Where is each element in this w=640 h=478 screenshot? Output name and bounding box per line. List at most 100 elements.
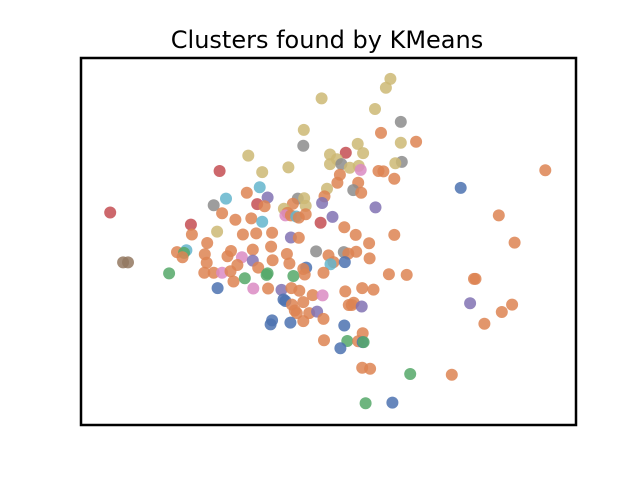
scatter-point: [351, 137, 364, 150]
scatter-point: [216, 207, 229, 220]
scatter-point: [343, 161, 356, 174]
scatter-point: [334, 342, 347, 355]
scatter-point: [225, 245, 237, 257]
scatter-point: [318, 334, 330, 347]
scatter-point: [349, 228, 362, 241]
scatter-point: [211, 225, 224, 238]
scatter-point: [310, 245, 323, 258]
scatter-point: [539, 164, 552, 177]
scatter-point: [258, 200, 271, 213]
scatter-point: [207, 266, 220, 279]
scatter-point: [338, 221, 351, 234]
scatter-point: [297, 296, 310, 309]
scatter-point: [345, 299, 358, 311]
scatter-point: [388, 228, 401, 241]
scatter-point: [357, 336, 370, 349]
scatter-point: [282, 161, 295, 174]
scatter-point: [324, 158, 336, 171]
scatter-point: [338, 319, 351, 332]
scatter-point: [207, 199, 220, 212]
scatter-point: [242, 149, 255, 162]
scatter-point: [292, 231, 305, 244]
scatter-point: [410, 135, 423, 148]
scatter-point: [355, 300, 368, 313]
scatter-point: [286, 197, 299, 210]
scatter-point: [363, 237, 376, 250]
scatter-point: [266, 254, 279, 267]
scatter-point: [359, 397, 372, 410]
scatter-point: [280, 248, 293, 260]
scatter-point: [246, 243, 259, 256]
scatter-point: [492, 209, 505, 222]
scatter-point: [198, 266, 211, 279]
scatter-point: [331, 176, 344, 189]
scatter-point: [394, 115, 407, 128]
scatter-point: [211, 282, 224, 295]
scatter-point: [297, 315, 310, 328]
scatter-point: [508, 236, 521, 249]
scatter-point: [350, 245, 363, 258]
scatter-point: [379, 81, 392, 94]
scatter-point: [213, 165, 226, 177]
scatter-point: [386, 396, 399, 409]
scatter-point: [363, 252, 376, 265]
scatter-point: [339, 146, 352, 159]
scatter-point: [388, 172, 401, 185]
scatter-point: [262, 282, 275, 295]
scatter-point: [400, 268, 413, 281]
scatter-point: [445, 368, 458, 381]
scatter-point: [299, 199, 312, 212]
scatter-point: [252, 261, 265, 274]
scatter-point: [324, 258, 337, 271]
scatter-point: [382, 268, 395, 281]
scatter-point: [250, 227, 263, 240]
scatter-point: [287, 270, 300, 282]
scatter-point: [377, 165, 390, 178]
scatter-point: [454, 181, 467, 194]
scatter-point: [357, 147, 370, 160]
scatter-point: [316, 197, 329, 209]
scatter-point: [314, 216, 327, 229]
scatter-point: [247, 282, 260, 295]
scatter-point: [326, 210, 339, 223]
scatter-point: [229, 213, 242, 226]
scatter-point: [238, 272, 251, 285]
scatter-point: [389, 157, 402, 170]
scatter-point: [369, 103, 381, 115]
scatter-point: [200, 256, 213, 269]
scatter-point: [464, 297, 477, 310]
scatter-point: [293, 284, 306, 297]
chart-title: Clusters found by KMeans: [171, 26, 483, 54]
points-layer: [104, 72, 552, 410]
plot-area: [79, 56, 578, 427]
scatter-point: [227, 275, 240, 288]
scatter-point: [275, 283, 288, 296]
scatter-point: [297, 139, 310, 152]
scatter-point: [375, 126, 387, 139]
scatter-point: [185, 228, 198, 241]
scatter-point: [284, 316, 297, 329]
scatter-point: [266, 226, 279, 239]
scatter-point: [298, 268, 311, 281]
scatter-point: [240, 186, 253, 199]
scatter-point: [297, 123, 310, 136]
scatter-point: [369, 201, 382, 214]
scatter-point: [104, 206, 117, 219]
scatter-point: [394, 136, 407, 149]
scatter-point: [256, 166, 269, 179]
scatter-point: [236, 228, 249, 241]
scatter-point: [356, 282, 369, 295]
scatter-point: [184, 218, 197, 231]
scatter-point: [122, 256, 134, 269]
scatter-point: [201, 237, 214, 249]
scatter-point: [224, 265, 237, 278]
scatter-point: [338, 256, 351, 269]
scatter-point: [468, 272, 480, 285]
scatter-point: [367, 283, 380, 296]
scatter-point: [261, 267, 274, 280]
scatter-point: [163, 267, 176, 280]
scatter-point: [256, 215, 269, 228]
scatter-point: [265, 240, 278, 253]
scatter-point: [264, 318, 277, 331]
